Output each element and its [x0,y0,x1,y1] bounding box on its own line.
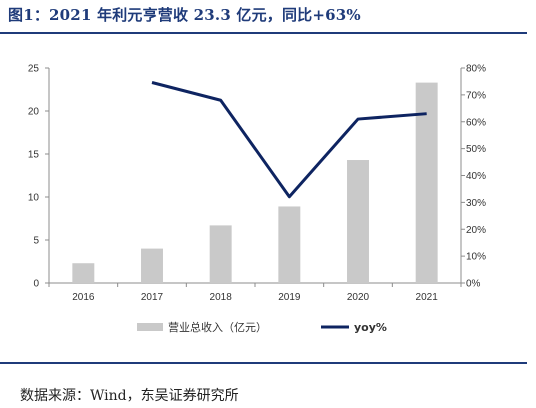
x-tick-label: 2020 [347,292,370,303]
right-tick-label: 80% [466,64,486,75]
source-divider [0,362,527,364]
x-tick-label: 2019 [278,292,301,303]
chart-title: 图1：2021 年利元亨营收 23.3 亿元，同比+63% [8,6,361,24]
left-tick-label: 10 [28,193,40,204]
left-tick-label: 5 [33,236,39,247]
x-tick-label: 2016 [72,292,95,303]
x-axis-ticks: 2016 2017 2018 2019 2020 2021 [48,283,462,303]
right-tick-label: 50% [466,144,486,155]
revenue-bar [141,248,163,283]
x-tick-label: 2021 [416,292,439,303]
data-source-note: 数据来源：Wind，东吴证券研究所 [20,388,239,404]
left-tick-label: 25 [28,64,40,75]
right-tick-label: 70% [466,90,486,101]
revenue-yoy-chart: 0 5 10 15 20 25 0% 10% 20% 30% 40% 50% 60% 70% 80% 20… [28,64,486,335]
right-tick-label: 40% [466,171,486,182]
line-series [151,81,427,199]
revenue-bar [415,82,438,283]
right-tick-label: 20% [466,225,486,236]
bar-series [72,82,438,283]
right-tick-label: 10% [466,252,486,263]
legend-bar-label: 营业总收入（亿元） [168,320,267,334]
left-tick-label: 20 [28,107,40,118]
x-tick-label: 2017 [141,292,164,303]
yoy-line [151,81,427,199]
chart-legend: 营业总收入（亿元） yoy% [137,320,387,334]
right-tick-label: 0% [466,279,481,290]
chart-axes [48,68,462,284]
legend-bar-swatch [137,323,163,331]
legend-line-label: yoy% [354,321,387,334]
right-tick-label: 30% [466,198,486,209]
title-divider [0,32,527,34]
right-axis-ticks: 0% 10% 20% 30% 40% 50% 60% 70% 80% [461,64,486,290]
revenue-bar [72,263,95,283]
left-axis-ticks: 0 5 10 15 20 25 [28,64,49,290]
right-tick-label: 60% [466,117,486,128]
revenue-bar [347,160,369,283]
left-tick-label: 0 [33,279,39,290]
revenue-bar [278,206,301,283]
left-tick-label: 15 [28,150,40,161]
x-tick-label: 2018 [210,292,233,303]
revenue-bar [209,225,232,283]
